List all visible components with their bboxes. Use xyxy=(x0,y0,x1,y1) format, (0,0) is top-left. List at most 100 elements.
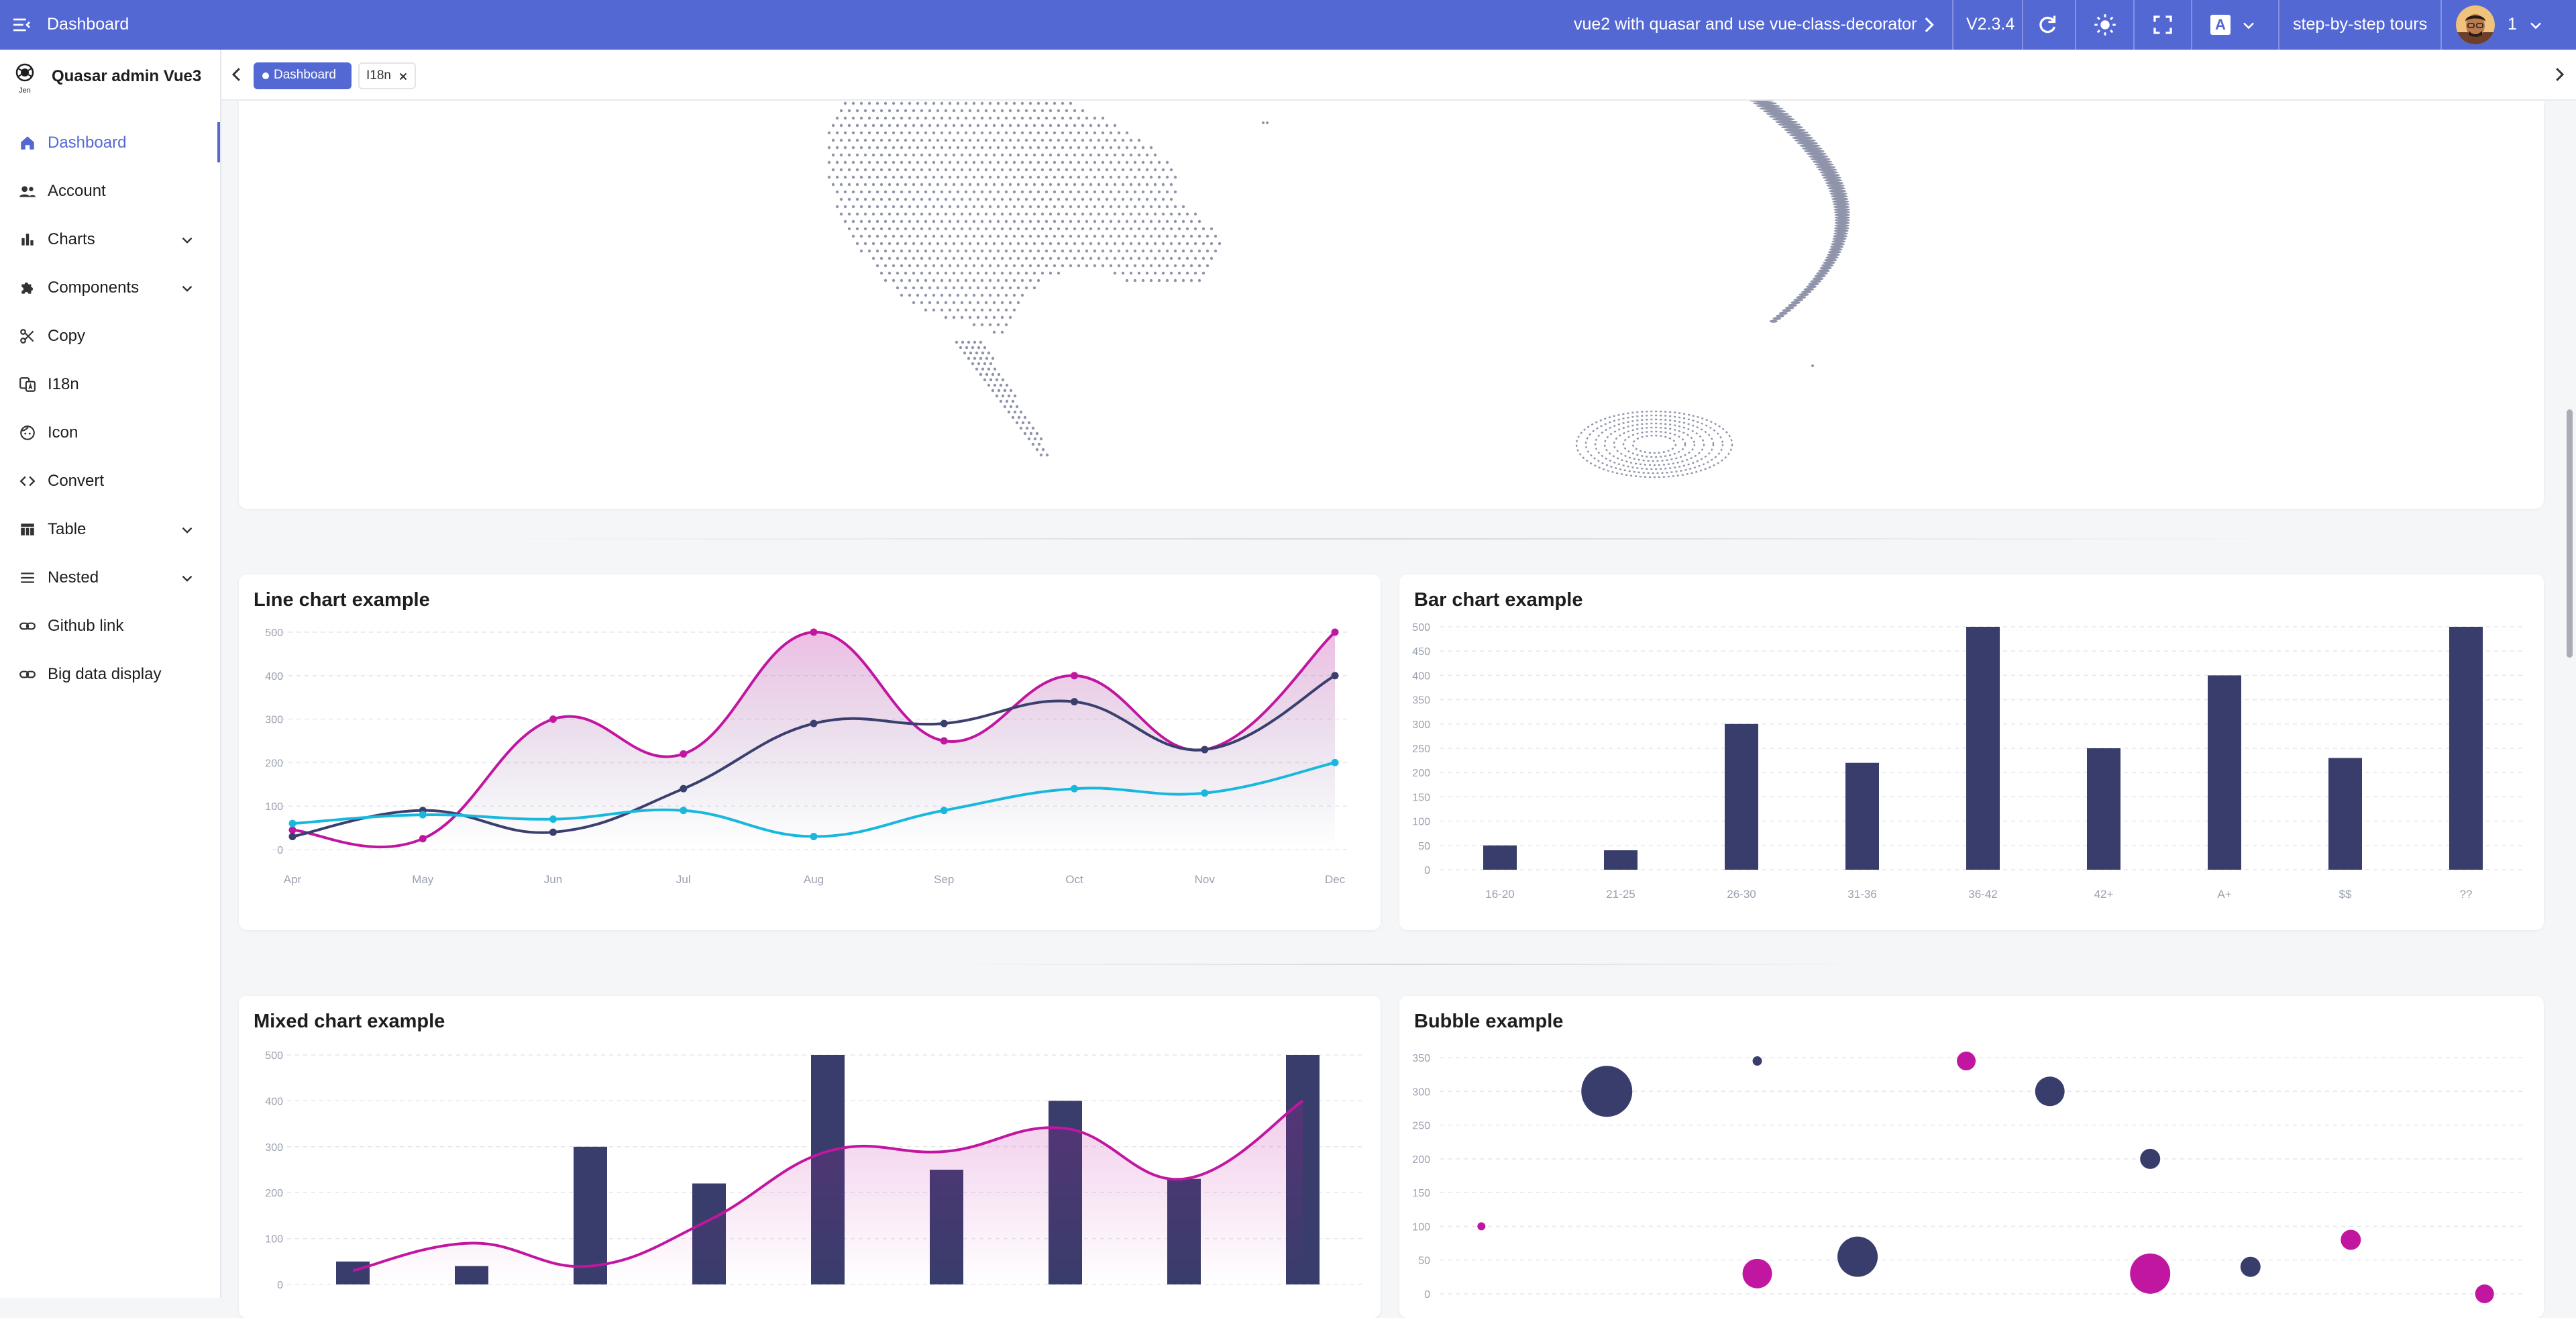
map-dot xyxy=(1121,242,1125,246)
map-dot xyxy=(1165,234,1169,238)
chevron-down-icon[interactable] xyxy=(2526,16,2545,35)
map-dot xyxy=(1036,131,1040,135)
map-dot xyxy=(1109,219,1113,223)
map-dot xyxy=(843,146,847,150)
map-dot xyxy=(1081,153,1085,157)
map-dot xyxy=(1023,432,1027,436)
map-dot xyxy=(1193,256,1197,260)
chevron-down-icon[interactable] xyxy=(178,570,196,587)
map-dot xyxy=(1089,227,1093,231)
bar-chart-card: Bar chart example 0 50 100 150 200 250 300 350 4… xyxy=(1399,574,2544,930)
map-dot xyxy=(928,256,932,260)
map-dot xyxy=(1044,116,1049,120)
map-dot xyxy=(908,219,912,223)
map-dot xyxy=(1049,138,1053,142)
map-dot xyxy=(904,271,908,275)
map-dot xyxy=(940,293,944,297)
translate-icon[interactable]: A xyxy=(2210,15,2231,35)
map-dot xyxy=(1057,168,1061,172)
scrollbar-thumb[interactable] xyxy=(2567,409,2573,658)
map-dot xyxy=(908,131,912,135)
chevron-down-icon[interactable] xyxy=(178,232,196,249)
chevron-right-icon[interactable] xyxy=(1917,13,1940,36)
map-dot xyxy=(888,271,892,275)
map-dot xyxy=(992,330,996,334)
chevron-left-icon[interactable] xyxy=(227,64,247,85)
map-dot xyxy=(1113,183,1117,187)
map-dot xyxy=(1181,264,1185,268)
chevron-down-icon[interactable] xyxy=(2239,16,2258,35)
chevron-right-icon[interactable] xyxy=(2549,64,2569,85)
fullscreen-icon[interactable] xyxy=(2151,13,2175,37)
map-dot xyxy=(1008,315,1012,319)
sidebar-item-table[interactable]: Table xyxy=(0,509,220,549)
map-dot xyxy=(988,175,992,179)
bar-chart: 0 50 100 150 200 250 300 350 400 450 500 16-20 21-25… xyxy=(1412,622,2526,901)
y-tick-label: 100 xyxy=(265,1234,283,1246)
map-dot xyxy=(892,116,896,120)
sidebar-item-charts[interactable]: Charts xyxy=(0,219,220,259)
map-dot xyxy=(980,116,984,120)
brightness-icon[interactable] xyxy=(2093,13,2117,37)
header-divider xyxy=(2440,0,2442,50)
map-dot xyxy=(995,394,999,398)
x-tick-label: Sep xyxy=(934,873,954,886)
map-dot xyxy=(1019,426,1023,430)
brand[interactable]: Jen Quasar admin Vue3 xyxy=(13,63,215,97)
x-tick-label: Nov xyxy=(1195,873,1216,886)
chevron-down-icon[interactable] xyxy=(178,280,196,297)
map-dot xyxy=(839,168,843,172)
sidebar-item-account[interactable]: Account xyxy=(0,170,220,211)
sidebar-item-icon[interactable]: Icon xyxy=(0,412,220,452)
sidebar-item-label: Account xyxy=(48,182,106,200)
map-dot xyxy=(980,131,984,135)
tab-dashboard[interactable]: Dashboard xyxy=(254,62,352,89)
sidebar-item-nested[interactable]: Nested xyxy=(0,557,220,597)
map-dot xyxy=(843,131,847,135)
map-dot xyxy=(1029,432,1033,436)
tours-button[interactable]: step-by-step tours xyxy=(2293,15,2428,34)
map-dot xyxy=(920,168,924,172)
map-dot xyxy=(912,242,916,246)
map-dot xyxy=(904,286,908,290)
refresh-icon[interactable] xyxy=(2035,13,2059,37)
map-dot xyxy=(908,116,912,120)
sidebar-item-components[interactable]: Components xyxy=(0,267,220,307)
sidebar-item-i18n[interactable]: I18n xyxy=(0,364,220,404)
menu-fold-icon[interactable] xyxy=(11,14,32,36)
tab-i18n[interactable]: I18n xyxy=(358,62,416,89)
user-name[interactable]: 1 xyxy=(2508,15,2517,34)
map-dot xyxy=(1028,146,1032,150)
sidebar-item-convert[interactable]: Convert xyxy=(0,460,220,501)
sidebar-item-github-link[interactable]: Github link xyxy=(0,605,220,646)
map-dot xyxy=(1069,249,1073,253)
map-ring xyxy=(1631,434,1677,454)
map-dot xyxy=(960,271,964,275)
page-scrollbar[interactable] xyxy=(2564,101,2576,1298)
map-dot xyxy=(996,116,1000,120)
version-label[interactable]: V2.3.4 xyxy=(1966,15,2015,34)
map-dot xyxy=(1173,190,1177,194)
chevron-down-icon[interactable] xyxy=(178,521,196,539)
map-dot xyxy=(1044,264,1049,268)
map-dot xyxy=(1189,234,1193,238)
close-icon[interactable] xyxy=(397,70,409,83)
tabs-bar: Dashboard I18n xyxy=(221,50,2576,101)
map-dot xyxy=(1201,227,1205,231)
map-dot xyxy=(1000,271,1004,275)
map-dot xyxy=(859,131,863,135)
x-tick-label: Aug xyxy=(804,873,824,886)
map-dot xyxy=(1004,278,1008,283)
avatar[interactable] xyxy=(2456,5,2495,44)
map-dot xyxy=(1121,271,1125,275)
map-dot xyxy=(1057,271,1061,275)
sidebar-item-big-data-display[interactable]: Big data display xyxy=(0,654,220,694)
map-dot xyxy=(1061,205,1065,209)
map-dot xyxy=(1053,175,1057,179)
map-dot xyxy=(980,219,984,223)
sidebar-item-copy[interactable]: Copy xyxy=(0,315,220,356)
brand-logo-text: Jen xyxy=(19,87,31,95)
sidebar-item-dashboard[interactable]: Dashboard xyxy=(0,122,220,162)
map-dot xyxy=(960,197,964,201)
data-point xyxy=(288,819,297,827)
